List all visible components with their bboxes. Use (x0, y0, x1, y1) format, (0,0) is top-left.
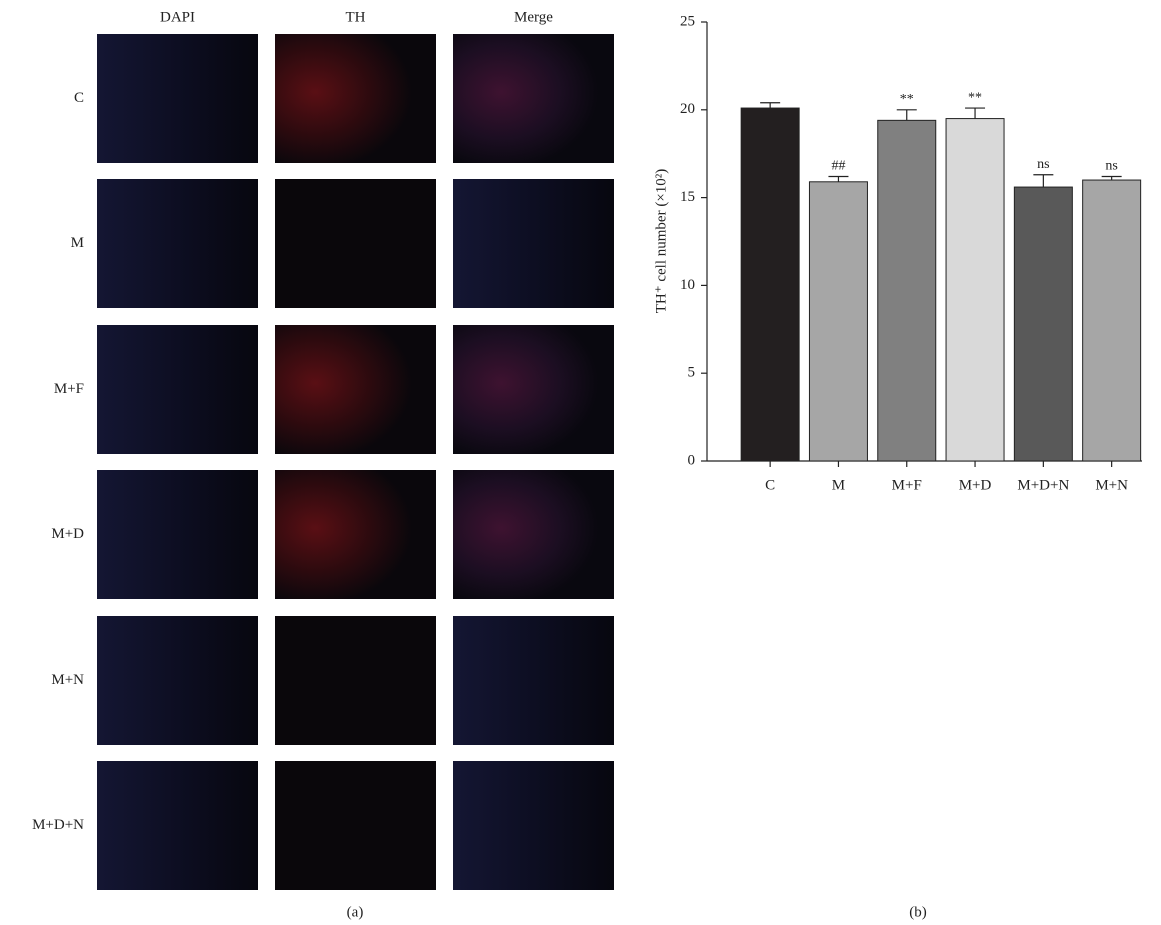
micrograph (97, 470, 258, 599)
row-label: M (71, 235, 84, 251)
error-bar (1102, 177, 1122, 181)
y-tick-label: 5 (688, 365, 696, 381)
micrograph (97, 179, 258, 308)
micrograph (453, 616, 614, 745)
error-bar (897, 110, 917, 121)
annotation: ## (831, 159, 845, 174)
micrograph (275, 761, 436, 890)
micrograph (275, 34, 436, 163)
annotation: ns (1037, 157, 1049, 172)
micrograph (97, 34, 258, 163)
error-bar (828, 177, 848, 182)
x-tick-label: M+N (1095, 477, 1128, 493)
bar (741, 108, 799, 461)
x-tick-label: M+D (959, 477, 992, 493)
micrograph (97, 761, 258, 890)
bar (946, 119, 1004, 461)
column-label: TH (346, 9, 366, 25)
micrograph (453, 761, 614, 890)
error-bar (1033, 175, 1053, 187)
panel-label: (b) (909, 904, 927, 920)
micrograph (453, 325, 614, 454)
micrograph (97, 616, 258, 745)
row-label: C (74, 90, 84, 106)
y-tick-label: 10 (680, 277, 695, 293)
x-tick-label: M+F (892, 477, 922, 493)
row-label: M+N (51, 672, 84, 688)
micrograph (97, 325, 258, 454)
annotation: ns (1105, 159, 1117, 174)
bar (809, 182, 867, 461)
annotation: ** (968, 90, 982, 105)
bar (878, 120, 936, 461)
panel-label: (a) (347, 904, 364, 920)
micrograph (275, 470, 436, 599)
bar (1014, 187, 1072, 461)
y-tick-label: 0 (688, 452, 696, 468)
y-tick-label: 25 (680, 13, 695, 29)
x-tick-label: M (832, 477, 845, 493)
x-tick-label: C (765, 477, 775, 493)
micrograph (453, 179, 614, 308)
figure: (a) (b) TH⁺ cell number (×10²) DAPI TH Mer… (0, 0, 1161, 925)
y-axis-label: TH⁺ cell number (×10²) (653, 169, 669, 314)
y-tick-label: 15 (680, 189, 695, 205)
micrograph (453, 470, 614, 599)
y-tick-label: 20 (680, 101, 695, 117)
row-label: M+D+N (32, 817, 84, 833)
micrograph (275, 179, 436, 308)
annotation: ** (900, 92, 914, 107)
error-bar (965, 108, 985, 119)
micrograph (275, 325, 436, 454)
error-bar (760, 103, 780, 108)
x-tick-label: M+D+N (1017, 477, 1069, 493)
row-label: M+D (51, 526, 84, 542)
row-label: M+F (54, 381, 84, 397)
bar (1083, 180, 1141, 461)
micrograph (275, 616, 436, 745)
column-label: DAPI (160, 9, 195, 25)
column-label: Merge (514, 9, 553, 25)
micrograph (453, 34, 614, 163)
